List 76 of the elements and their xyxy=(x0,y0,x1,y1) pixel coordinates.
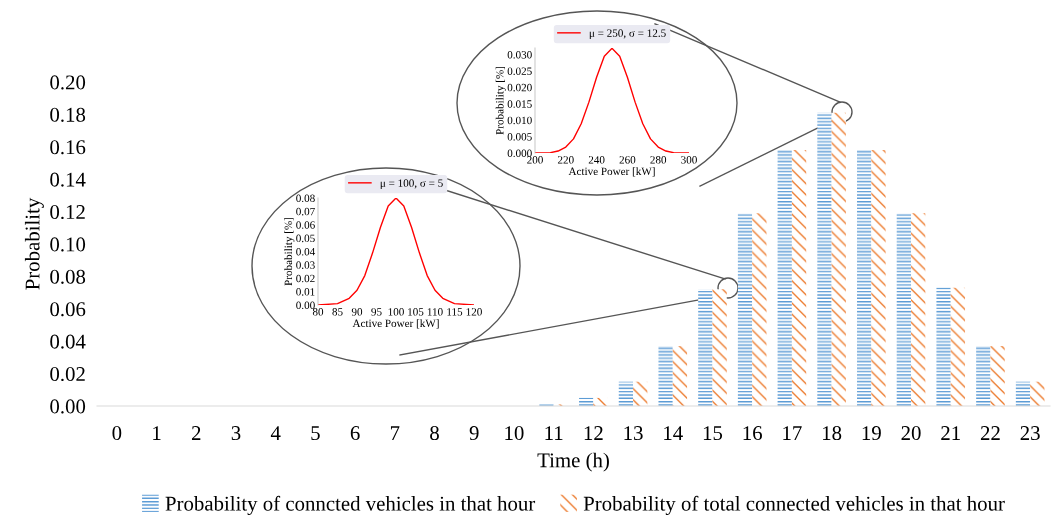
x-tick-label: 19 xyxy=(862,426,881,441)
legend-label: μ = 100, σ = 5 xyxy=(380,179,443,190)
x-tick-label: 2 xyxy=(191,426,201,440)
x-tick-label: 90 xyxy=(351,308,363,316)
y-tick-label: 0.005 xyxy=(507,133,532,141)
x-tick-label: 7 xyxy=(390,426,400,440)
y-tick-label: 0.12 xyxy=(50,204,85,220)
y-tick-label: 0.020 xyxy=(507,83,532,92)
y-tick-label: 0.06 xyxy=(296,221,315,229)
x-tick-label: 21 xyxy=(941,426,960,440)
y-tick-label: 0.14 xyxy=(50,172,86,187)
x-tick-label: 8 xyxy=(430,426,439,441)
x-tick-label: 6 xyxy=(350,426,360,441)
x-tick-label: 4 xyxy=(270,426,281,440)
x-axis-title: Active Power [kW] xyxy=(352,319,439,329)
x-tick-label: 220 xyxy=(557,156,574,164)
y-tick-label: 0.08 xyxy=(296,194,315,203)
y-tick-label: 0.16 xyxy=(50,140,86,155)
x-tick-label: 85 xyxy=(332,308,343,316)
x-tick-label: 240 xyxy=(588,156,605,164)
x-tick-label: 10 xyxy=(505,426,524,441)
y-tick-label: 0.03 xyxy=(296,261,315,269)
x-tick-label: 14 xyxy=(664,426,683,440)
y-axis-title: Probability [%] xyxy=(284,217,295,286)
y-tick-label: 0.06 xyxy=(50,302,86,317)
x-tick-label: 18 xyxy=(823,426,842,441)
x-tick-label: 16 xyxy=(743,426,762,441)
x-tick-label: 22 xyxy=(980,426,1000,440)
y-tick-label: 0.015 xyxy=(507,100,532,108)
x-tick-label: 0 xyxy=(112,426,122,441)
x-axis-title: Time (h) xyxy=(537,452,609,472)
x-tick-label: 1 xyxy=(153,426,161,440)
x-tick-label: 13 xyxy=(624,426,643,441)
x-tick-label: 15 xyxy=(703,426,723,441)
y-tick-label: 0.02 xyxy=(50,366,85,382)
y-tick-label: 0.10 xyxy=(50,237,86,252)
x-tick-label: 12 xyxy=(584,426,603,440)
x-tick-label: 200 xyxy=(527,156,543,164)
x-axis-title: Active Power [kW] xyxy=(568,167,655,177)
y-tick-label: 0.030 xyxy=(507,51,532,59)
y-tick-label: 0.010 xyxy=(507,116,532,125)
x-tick-label: 20 xyxy=(901,426,921,441)
x-tick-label: 11 xyxy=(545,426,563,440)
y-axis-title: Probability [%] xyxy=(495,66,506,135)
y-tick-label: 0.01 xyxy=(296,288,315,296)
y-tick-label: 0.02 xyxy=(296,274,315,283)
x-tick-label: 120 xyxy=(466,308,482,316)
y-tick-label: 0.04 xyxy=(296,247,316,256)
y-tick-label: 0.025 xyxy=(507,67,532,75)
y-tick-label: 0.20 xyxy=(50,75,86,90)
x-tick-label: 9 xyxy=(469,426,479,441)
x-tick-label: 5 xyxy=(311,426,320,441)
legend-label: Probability of total connected vehicles in that hour xyxy=(583,495,1005,515)
x-tick-label: 110 xyxy=(427,308,443,316)
legend-label: μ = 250, σ = 12.5 xyxy=(589,29,666,40)
y-tick-label: 0.05 xyxy=(296,234,315,243)
y-tick-label: 0.00 xyxy=(50,399,86,414)
y-tick-label: 0.18 xyxy=(50,107,86,122)
y-axis-title: Probability xyxy=(24,197,44,290)
x-tick-label: 260 xyxy=(619,156,636,164)
y-tick-label: 0.00 xyxy=(296,301,315,310)
x-tick-label: 280 xyxy=(650,156,667,164)
x-tick-label: 3 xyxy=(231,426,241,441)
x-tick-label: 80 xyxy=(312,308,324,316)
y-tick-label: 0.000 xyxy=(507,149,532,158)
y-tick-label: 0.08 xyxy=(50,269,86,284)
x-tick-label: 95 xyxy=(371,308,382,316)
x-tick-label: 100 xyxy=(388,308,404,316)
y-tick-label: 0.07 xyxy=(296,207,315,216)
x-tick-label: 300 xyxy=(681,156,697,164)
y-tick-label: 0.04 xyxy=(50,334,86,349)
x-tick-label: 105 xyxy=(408,308,424,316)
x-tick-label: 17 xyxy=(783,426,802,440)
x-tick-label: 23 xyxy=(1020,426,1040,441)
x-tick-label: 115 xyxy=(447,308,463,316)
legend-label: Probability of conncted vehicles in that hour xyxy=(165,495,536,515)
